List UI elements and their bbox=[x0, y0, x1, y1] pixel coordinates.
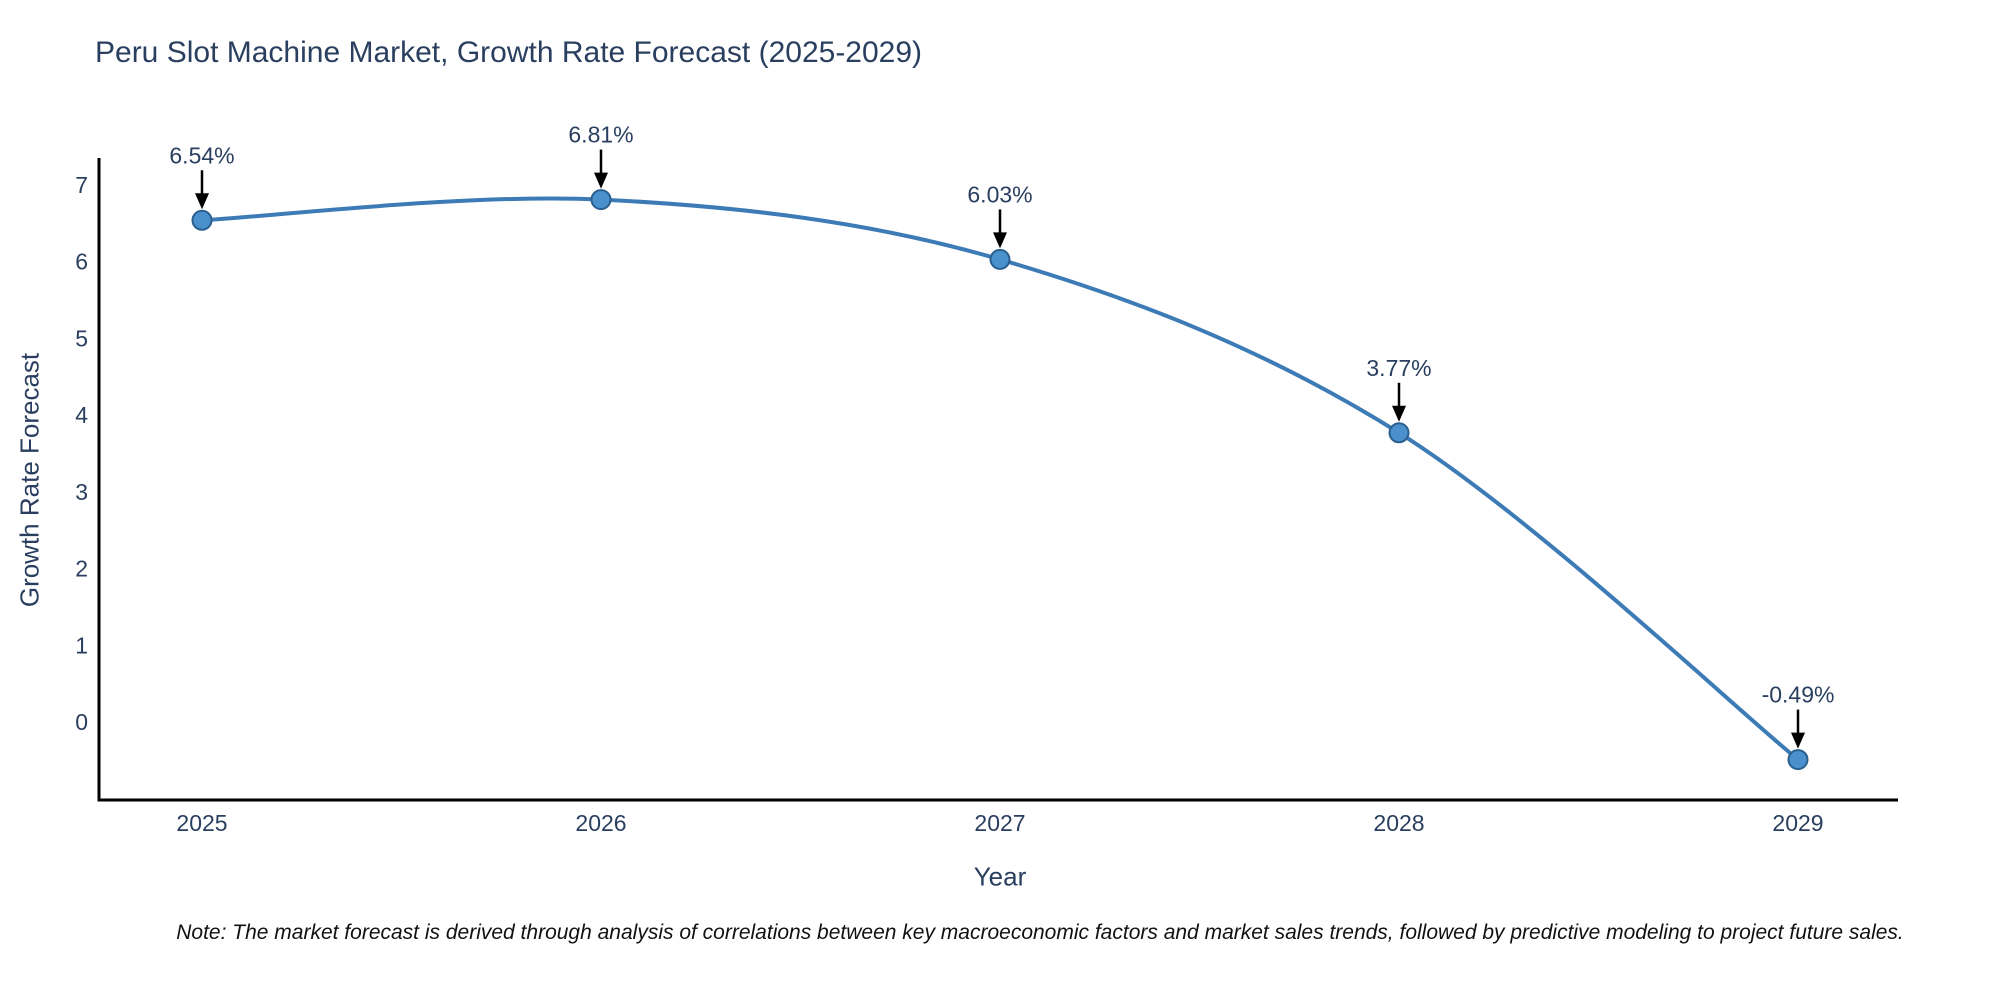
y-tick-label: 7 bbox=[75, 172, 88, 198]
annotation-arrowhead bbox=[195, 193, 209, 210]
y-tick-label: 4 bbox=[75, 402, 88, 428]
x-axis-title: Year bbox=[973, 861, 1027, 892]
data-point-label: 6.81% bbox=[568, 122, 633, 148]
data-point-label: 3.77% bbox=[1366, 355, 1431, 381]
x-tick-label: 2028 bbox=[1373, 810, 1424, 836]
x-tick-label: 2025 bbox=[176, 810, 227, 836]
data-point-label: 6.54% bbox=[169, 142, 234, 168]
x-tick-label: 2027 bbox=[974, 810, 1025, 836]
data-point-marker bbox=[191, 209, 213, 231]
data-point-marker bbox=[590, 189, 612, 211]
x-tick-label: 2029 bbox=[1772, 810, 1823, 836]
data-point-marker bbox=[1388, 422, 1410, 444]
y-axis-title: Growth Rate Forecast bbox=[14, 352, 45, 608]
annotation-arrowhead bbox=[1392, 405, 1406, 422]
y-tick-label: 3 bbox=[75, 479, 88, 505]
y-tick-label: 0 bbox=[75, 709, 88, 735]
data-point-marker bbox=[1787, 749, 1809, 771]
y-tick-label: 6 bbox=[75, 249, 88, 275]
footnote: Note: The market forecast is derived thr… bbox=[176, 921, 1904, 944]
forecast-line bbox=[200, 196, 1800, 762]
x-tick-label: 2026 bbox=[575, 810, 626, 836]
annotation-arrowhead bbox=[993, 232, 1007, 249]
data-point-label: 6.03% bbox=[967, 181, 1032, 207]
data-point-label: -0.49% bbox=[1762, 682, 1835, 708]
annotation-arrowhead bbox=[1791, 732, 1805, 749]
data-point-marker bbox=[989, 248, 1011, 270]
chart-title: Peru Slot Machine Market, Growth Rate Fo… bbox=[95, 36, 923, 69]
y-tick-label: 1 bbox=[75, 632, 88, 658]
annotation-arrowhead bbox=[594, 172, 608, 189]
y-tick-label: 5 bbox=[75, 325, 88, 351]
y-tick-label: 2 bbox=[75, 556, 88, 582]
